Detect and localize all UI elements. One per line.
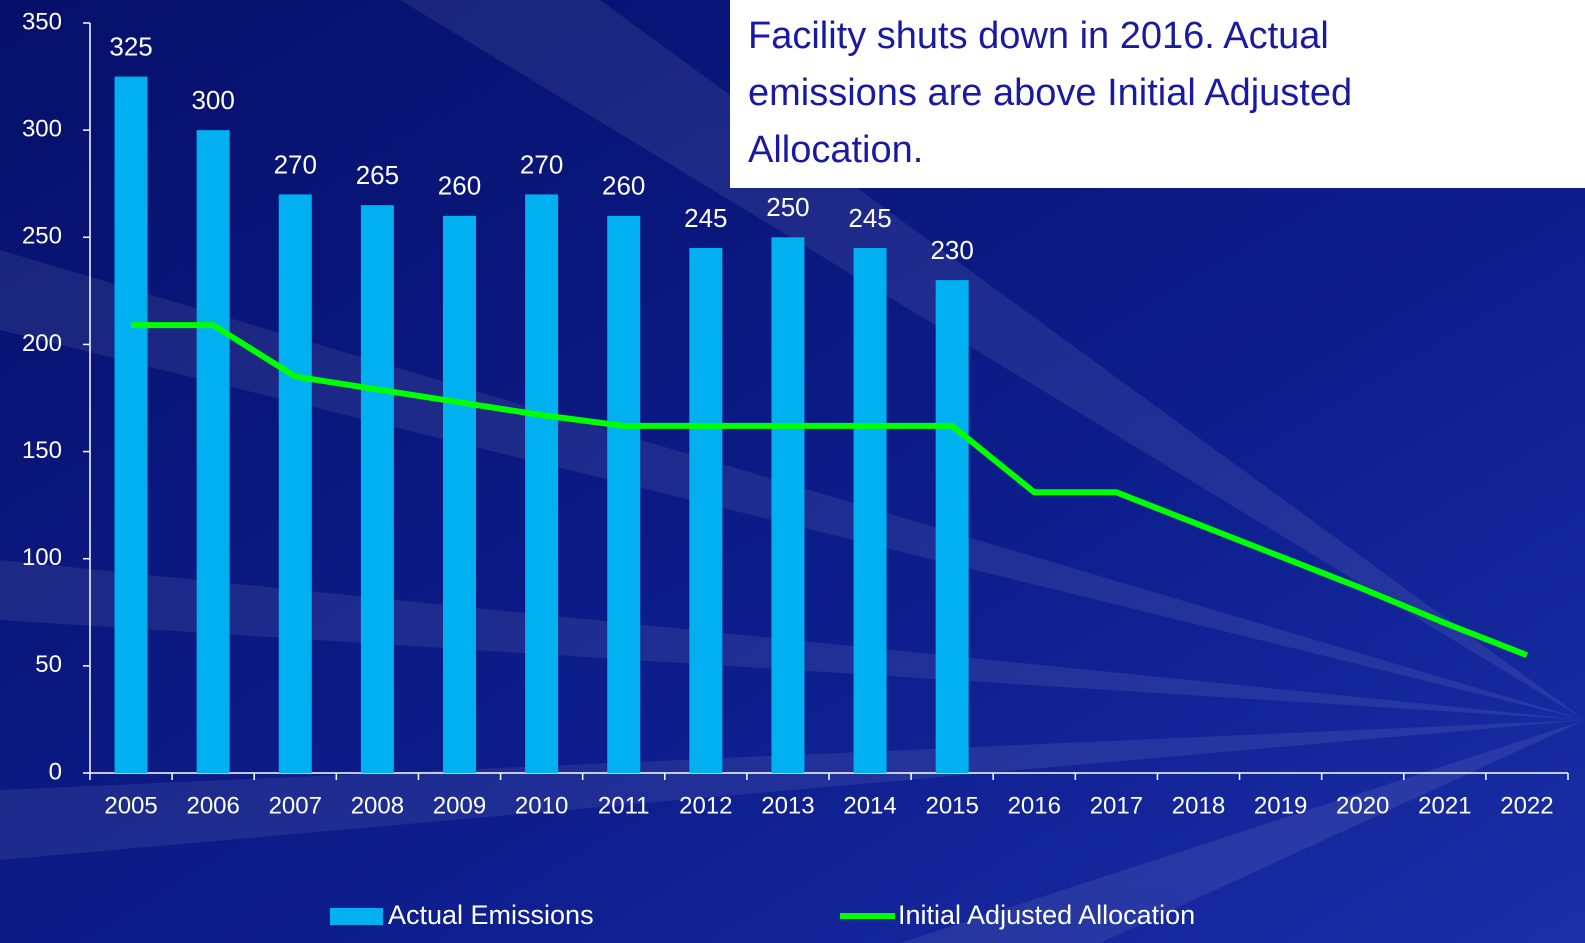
x-tick-label: 2014	[843, 792, 896, 819]
bar	[278, 194, 312, 773]
line	[131, 322, 1529, 658]
x-tick-label: 2007	[269, 792, 322, 819]
y-tick-label: 250	[22, 223, 62, 250]
data-label: 250	[766, 192, 809, 222]
ray	[0, 720, 1585, 860]
bar	[771, 237, 805, 774]
y-tick-label: 100	[22, 544, 62, 571]
x-tick-label: 2006	[186, 792, 239, 819]
annotation-line: Allocation.	[748, 129, 923, 171]
x-tick-label: 2020	[1336, 792, 1389, 819]
data-label: 245	[684, 203, 727, 233]
ray	[900, 720, 1585, 943]
data-label: 230	[930, 235, 973, 265]
bar	[935, 280, 969, 773]
data-label: 265	[356, 160, 399, 190]
legend-label: Actual Emissions	[388, 900, 594, 930]
data-label: 260	[602, 171, 645, 201]
y-tick-label: 200	[22, 330, 62, 357]
legend-swatch	[330, 908, 383, 925]
x-tick-label: 2011	[598, 792, 650, 819]
bar	[853, 248, 887, 773]
y-tick-label: 350	[22, 8, 62, 35]
x-tick-label: 2021	[1418, 792, 1471, 819]
x-tick-label: 2008	[351, 792, 404, 819]
x-tick-label: 2005	[104, 792, 157, 819]
annotation: Facility shuts down in 2016. Actual emiss…	[748, 15, 1352, 171]
data-label: 325	[109, 31, 152, 61]
ray	[400, 0, 1585, 720]
data-label: 260	[438, 171, 481, 201]
x-tick-label: 2022	[1500, 792, 1553, 819]
x-tick-label: 2013	[761, 792, 814, 819]
y-tick-label: 150	[22, 437, 62, 464]
x-tick-label: 2018	[1172, 792, 1225, 819]
data-label: 300	[191, 85, 234, 115]
x-tick-label: 2010	[515, 792, 568, 819]
legend-label: Initial Adjusted Allocation	[898, 900, 1195, 930]
bar	[360, 205, 394, 774]
annotation-box	[730, 0, 1585, 188]
bar	[689, 248, 723, 773]
x-tick-label: 2017	[1090, 792, 1143, 819]
y-tick-label: 50	[35, 651, 62, 678]
x-tick-label: 2009	[433, 792, 486, 819]
bar	[607, 215, 641, 773]
y-tick-label: 0	[49, 758, 62, 785]
annotation-line: emissions are above Initial Adjusted	[748, 72, 1352, 114]
annotation-line: Facility shuts down in 2016. Actual	[748, 15, 1329, 57]
x-tick-label: 2015	[925, 792, 978, 819]
bar	[114, 76, 148, 774]
data-label: 270	[520, 149, 563, 179]
bar	[443, 215, 476, 773]
y-tick-label: 300	[22, 115, 62, 142]
x-tick-label: 2019	[1254, 792, 1307, 819]
data-label: 245	[848, 203, 891, 233]
x-tick-label: 2012	[679, 792, 732, 819]
bar	[196, 130, 230, 774]
data-label: 270	[274, 149, 317, 179]
bar	[525, 194, 559, 773]
x-tick-label: 2016	[1008, 792, 1061, 819]
